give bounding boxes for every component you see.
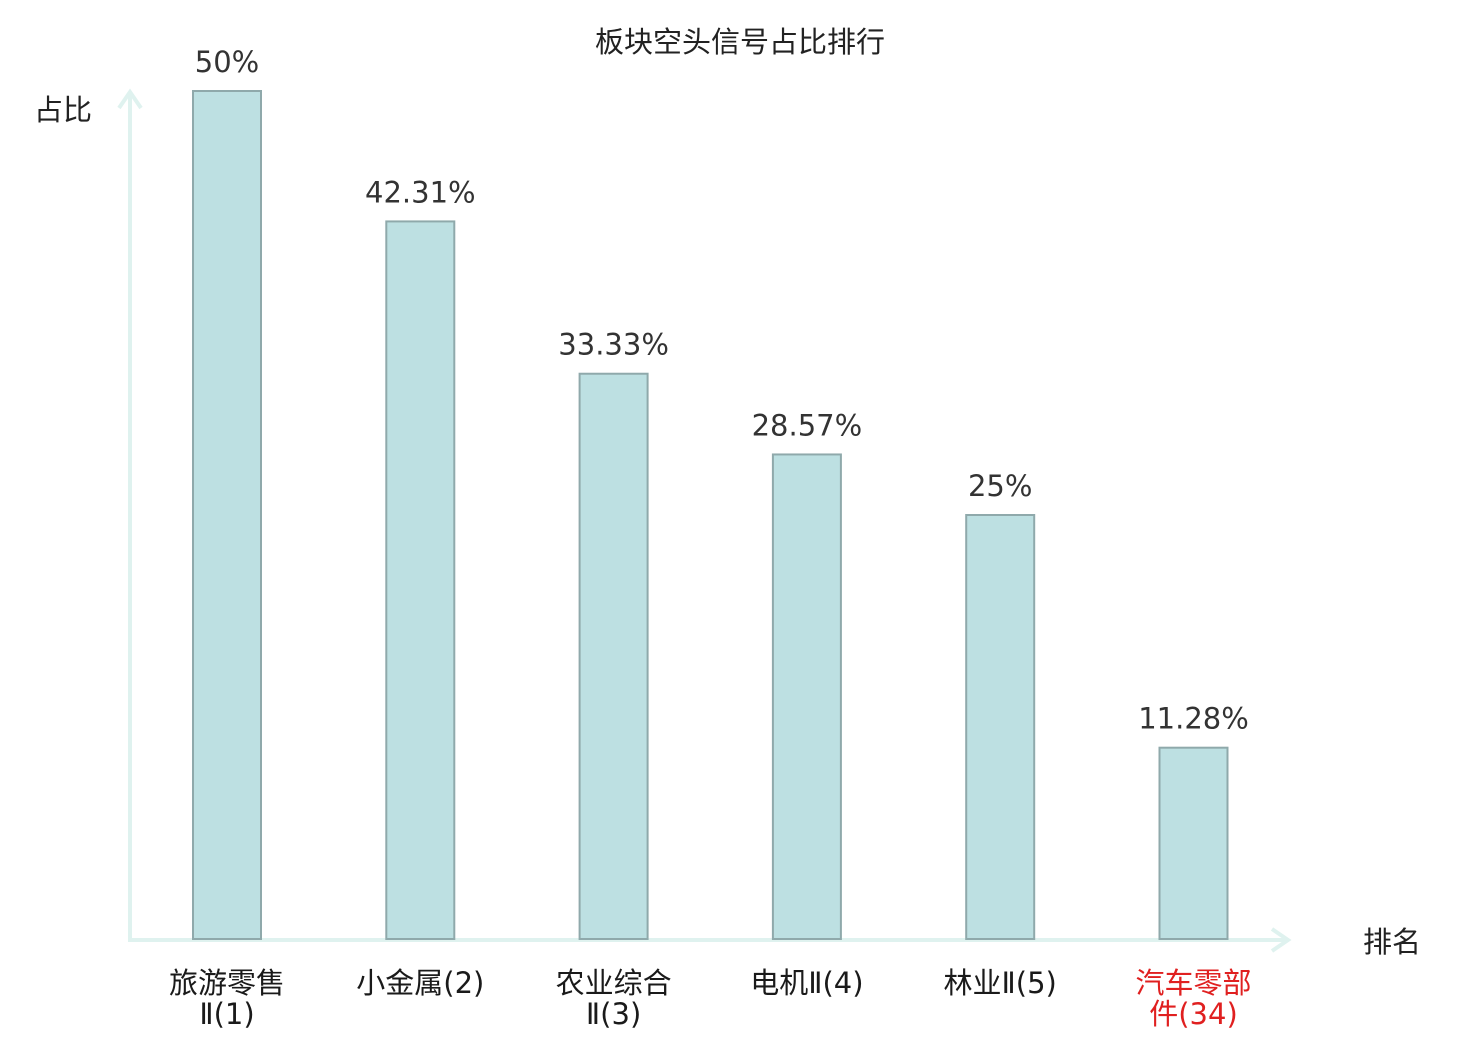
category-label: 旅游零售 Ⅱ(1) xyxy=(169,966,285,1031)
category-label-line: 电机Ⅱ(4) xyxy=(750,966,863,1000)
bar xyxy=(1158,746,1229,941)
category-label: 电机Ⅱ(4) xyxy=(750,966,863,1000)
y-axis-label: 占比 xyxy=(34,93,92,127)
value-label: 11.28% xyxy=(1138,702,1249,736)
category-label-line: Ⅱ(1) xyxy=(199,997,254,1031)
category-label: 林业Ⅱ(5) xyxy=(944,966,1057,1000)
category-label-line: 林业Ⅱ(5) xyxy=(944,966,1057,1000)
category-label: 农业综合 Ⅱ(3) xyxy=(556,966,672,1031)
category-label-line: 农业综合 xyxy=(556,966,672,1000)
bars-group xyxy=(192,90,1229,941)
x-axis-label: 排名 xyxy=(1363,925,1421,959)
bar xyxy=(578,372,649,940)
bar xyxy=(385,220,456,940)
chart-title: 板块空头信号占比排行 xyxy=(595,25,885,59)
category-label: 汽车零部件(34) xyxy=(1135,966,1251,1031)
value-label: 42.31% xyxy=(365,175,476,209)
bar xyxy=(192,90,262,940)
y-axis xyxy=(117,88,143,940)
value-label: 25% xyxy=(968,469,1032,503)
category-label-line: 汽车零部 xyxy=(1135,966,1251,1000)
value-label: 50% xyxy=(195,45,259,79)
category-label-line: Ⅱ(3) xyxy=(586,997,641,1031)
value-label: 28.57% xyxy=(752,408,863,442)
category-label: 小金属(2) xyxy=(356,966,484,1000)
category-label-line: 旅游零售 xyxy=(169,966,285,1000)
category-label-line: 件(34) xyxy=(1149,997,1238,1031)
x-axis xyxy=(128,927,1292,953)
category-label-line: 小金属(2) xyxy=(356,966,484,1000)
value-label: 33.33% xyxy=(558,328,669,362)
bar xyxy=(771,453,842,940)
bar xyxy=(965,514,1036,940)
category-labels-group: 旅游零售 Ⅱ(1) 小金属(2) 农业综合 Ⅱ(3) 电机Ⅱ(4) 林业Ⅱ(5) 汽车零部件(… xyxy=(169,966,1252,1031)
value-labels-group: 50% 42.31% 33.33% 28.57% 25% 11.28% xyxy=(195,45,1249,736)
